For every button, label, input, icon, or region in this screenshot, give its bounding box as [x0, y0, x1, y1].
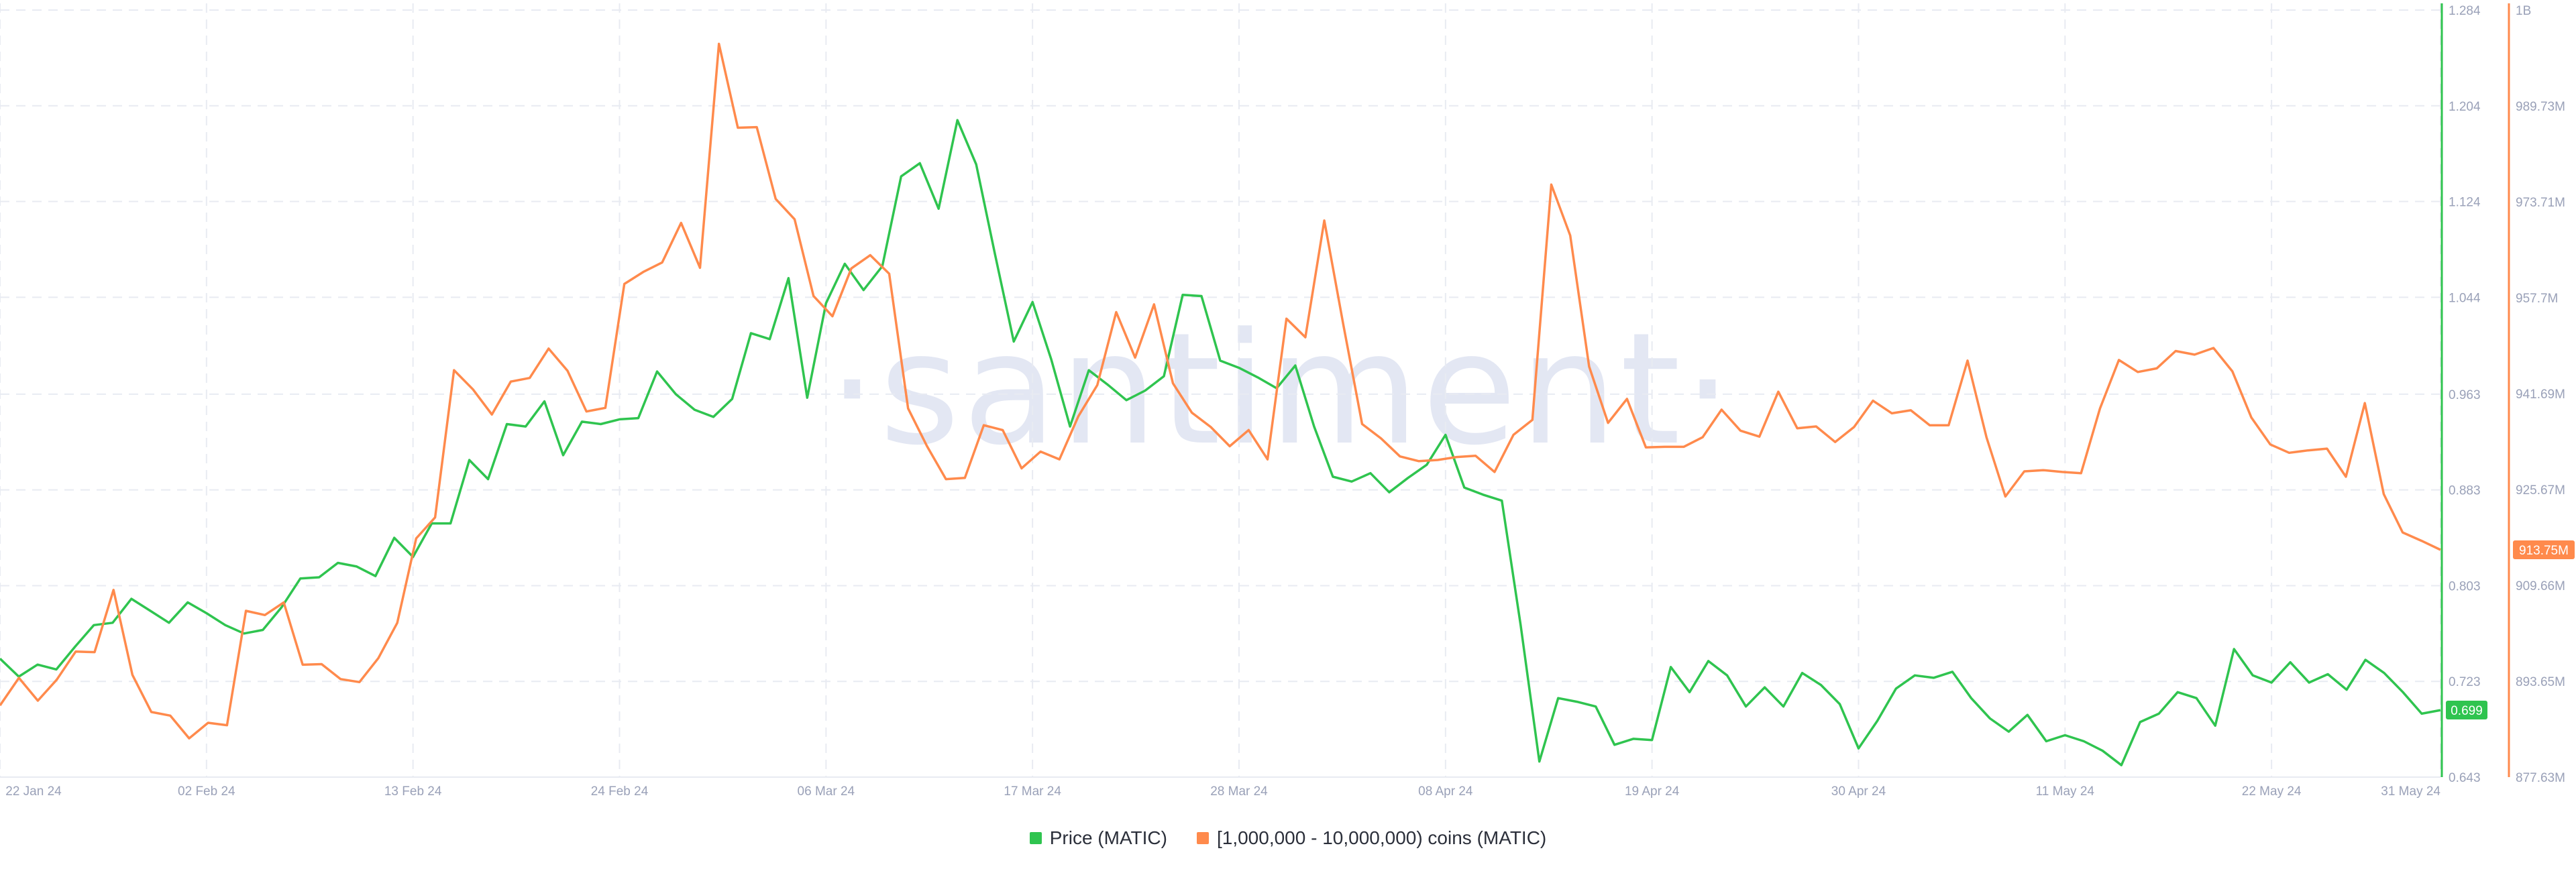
x-tick-label: 02 Feb 24	[178, 784, 235, 799]
y-right-tick-label: 925.67M	[2516, 483, 2565, 498]
grid-lines	[0, 3, 2441, 778]
legend-item-holders[interactable]: [1,000,000 - 10,000,000) coins (MATIC)	[1196, 827, 1547, 849]
legend-swatch-holders	[1196, 832, 1209, 844]
x-tick-label: 06 Mar 24	[798, 784, 855, 799]
holders-last-value-label: 913.75M	[2519, 544, 2569, 558]
legend-label-holders: [1,000,000 - 10,000,000) coins (MATIC)	[1216, 827, 1547, 848]
price-last-value-label: 0.699	[2451, 704, 2483, 718]
x-tick-label: 19 Apr 24	[1625, 784, 1680, 799]
y-left-tick-label: 1.204	[2449, 100, 2481, 114]
legend-label-price: Price (MATIC)	[1049, 827, 1167, 848]
x-tick-label: 13 Feb 24	[384, 784, 442, 799]
y-right-tick-label: 893.65M	[2516, 675, 2565, 689]
y-right-tick-label: 973.71M	[2516, 196, 2565, 210]
x-tick-label: 28 Mar 24	[1210, 784, 1268, 799]
y-left-tick-label: 0.723	[2449, 675, 2481, 689]
x-tick-label: 30 Apr 24	[1831, 784, 1886, 799]
y-right-tick-label: 1B	[2516, 4, 2531, 18]
y-left-tick-label: 1.124	[2449, 196, 2481, 210]
y-left-tick-label: 0.883	[2449, 484, 2481, 498]
axes: 0.643 0.723 0.803 0.883 0.963 1.044 1.124 1.204…	[0, 3, 2565, 799]
chart-legend: Price (MATIC) [1,000,000 - 10,000,000) c…	[0, 823, 2576, 853]
y-right-tick-label: 909.66M	[2516, 579, 2565, 593]
legend-item-price[interactable]: Price (MATIC)	[1029, 827, 1167, 849]
y-left-tick-label: 0.643	[2449, 771, 2481, 785]
x-tick-label: 31 May 24	[2381, 784, 2440, 799]
y-left-tick-label: 0.803	[2449, 579, 2481, 593]
y-left-tick-label: 0.963	[2449, 388, 2481, 402]
y-left-tick-label: 1.044	[2449, 291, 2481, 305]
y-right-tick-label: 941.69M	[2516, 388, 2565, 402]
x-tick-label: 17 Mar 24	[1004, 784, 1061, 799]
x-tick-label: 22 Jan 24	[5, 784, 62, 799]
price-series-line	[0, 119, 2441, 766]
y-right-tick-label: 877.63M	[2516, 771, 2565, 785]
holders-series-line	[0, 42, 2441, 740]
holders-last-value-badge	[2513, 540, 2575, 559]
santiment-watermark: ·santiment·	[828, 300, 1735, 479]
x-tick-label: 22 May 24	[2242, 784, 2302, 799]
x-tick-label: 24 Feb 24	[591, 784, 649, 799]
y-right-tick-label: 957.7M	[2516, 292, 2558, 306]
price-last-value-badge	[2446, 701, 2487, 720]
y-left-tick-label: 1.284	[2449, 4, 2481, 18]
x-tick-label: 08 Apr 24	[1418, 784, 1473, 799]
y-right-tick-label: 989.73M	[2516, 100, 2565, 114]
value-badges: 0.699 913.75M	[2446, 540, 2575, 720]
legend-swatch-price	[1029, 832, 1042, 844]
x-tick-label: 11 May 24	[2036, 784, 2095, 799]
series-lines	[0, 42, 2441, 766]
